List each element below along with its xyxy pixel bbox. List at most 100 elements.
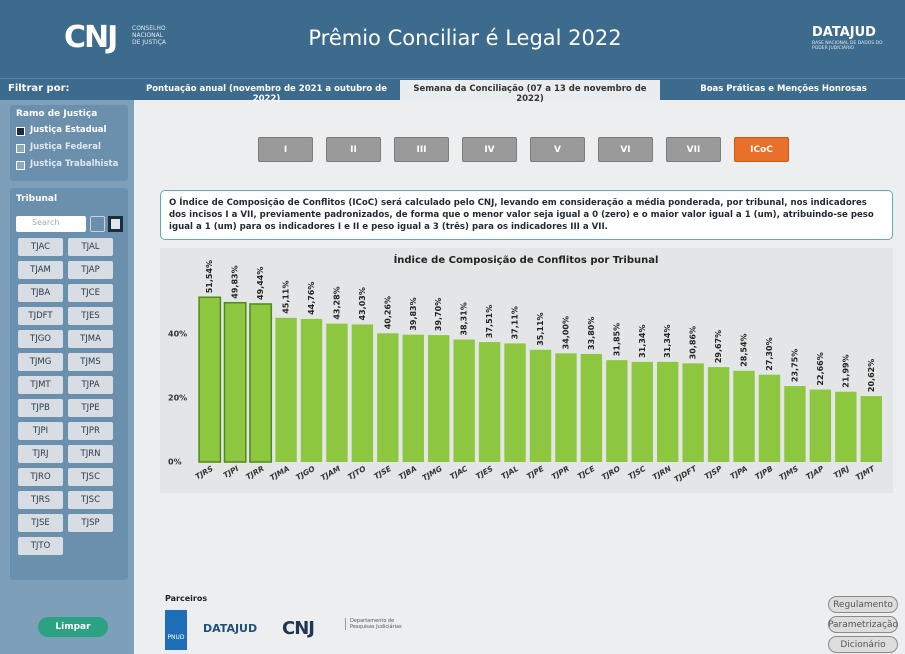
bar [300,318,323,462]
tribunal-button[interactable]: TJAM [18,261,63,279]
checkbox[interactable] [16,127,25,136]
data-label: 31,34% [638,324,647,357]
header: CNJ CONSELHO NACIONAL DE JUSTIÇA Prêmio … [0,0,905,78]
bar [580,353,603,462]
tribunal-button[interactable]: TJMS [68,353,113,371]
filter-title: Filtrar por: [8,83,70,94]
tribunal-button[interactable]: TJES [68,307,113,325]
y-tick-label: 0% [168,458,182,467]
partner-logo: Departamento de Pesquisas Judiciárias [345,618,405,630]
clear-search-icon[interactable] [90,216,105,232]
bar [351,324,374,462]
select-all-icon[interactable] [108,216,123,232]
bar [326,323,348,462]
search-box[interactable]: Search [16,216,86,232]
option-label[interactable]: Justiça Trabalhista [30,159,119,169]
chart-title: Índice de Composição de Conflitos por Tr… [394,253,659,266]
indicator-button[interactable]: VII [666,137,721,162]
tribunal-button[interactable]: TJRO [18,468,63,486]
partner-logo: PNUD [165,610,187,650]
clear-button[interactable]: Limpar [38,617,108,637]
indicator-button[interactable]: V [530,137,585,162]
data-label: 39,83% [409,297,418,330]
data-label: 37,11% [511,306,520,339]
data-label: 45,11% [282,280,291,313]
bar [428,335,450,462]
tribunal-button[interactable]: TJBA [18,284,63,302]
tribunal-button[interactable]: TJSP [68,514,113,532]
chart: Índice de Composição de Conflitos por Tr… [160,248,893,493]
tribunal-button[interactable]: TJPA [68,376,113,394]
data-label: 20,62% [867,359,876,392]
tribunal-button[interactable]: TJRS [18,491,63,509]
bar [606,360,628,462]
bar [402,334,424,462]
data-label: 29,67% [714,330,723,363]
org-line: DE JUSTIÇA [132,39,167,46]
data-label: 44,76% [307,282,316,315]
indicator-button[interactable]: II [326,137,381,162]
data-label: 51,54% [205,260,214,293]
tribunal-button[interactable]: TJAC [18,238,63,256]
tab[interactable]: Pontuação anual (novembro de 2021 a outu… [145,84,388,104]
tribunal-button[interactable]: TJSC [68,468,113,486]
tribunal-button[interactable]: TJSC [68,491,113,509]
data-label: 39,70% [434,298,443,331]
bar [223,301,247,463]
data-label: 27,30% [765,337,774,370]
footer-button[interactable]: Parametrização [828,616,898,633]
tab[interactable]: Boas Práticas e Menções Honrosas [700,84,867,94]
bar [631,361,653,462]
checkbox[interactable] [16,144,25,153]
indicator-button[interactable]: III [394,137,449,162]
option-label[interactable]: Justiça Estadual [30,125,107,135]
bar [784,386,806,462]
partners-title: Parceiros [165,594,208,603]
tribunal-button[interactable]: TJRN [68,445,113,463]
y-tick-label: 20% [168,394,187,403]
partner-logo: DATAJUD [203,622,258,635]
tribunal-button[interactable]: TJPE [68,399,113,417]
tribunal-button[interactable]: TJDFT [18,307,63,325]
checkbox[interactable] [16,161,25,170]
bar [835,391,857,462]
sidebar: Ramo de Justiça Justiça Estadual Justiça … [0,100,134,654]
data-label: 38,31% [460,302,469,335]
tribunal-button[interactable]: TJPR [68,422,113,440]
tribunal-button[interactable]: TJPB [18,399,63,417]
tribunal-button[interactable]: TJMG [18,353,63,371]
tribunal-button[interactable]: TJMT [18,376,63,394]
bar [682,363,704,462]
tribunal-button[interactable]: TJTO [18,537,63,555]
bar [377,333,399,462]
branch-title: Ramo de Justiça [16,109,98,119]
footer-button[interactable]: Dicionário [828,636,898,653]
indicator-button[interactable]: VI [598,137,653,162]
tribunal-button[interactable]: TJRJ [18,445,63,463]
tribunal-button[interactable]: TJCE [68,284,113,302]
bar [198,296,222,463]
footer-button[interactable]: Regulamento [828,596,898,613]
brand-subtitle: BASE NACIONAL DE DADOS DO PODER JUDICIÁR… [812,41,883,51]
indicator-button[interactable]: I [258,137,313,162]
tribunal-button[interactable]: TJPI [18,422,63,440]
indicator-button[interactable]: IV [462,137,517,162]
data-label: 34,00% [561,316,570,349]
tribunal-button[interactable]: TJAL [68,238,113,256]
tribunal-button[interactable]: TJMA [68,330,113,348]
bar [529,349,552,462]
tribunal-button[interactable]: TJAP [68,261,113,279]
data-label: 43,03% [358,287,367,320]
data-label: 49,44% [256,267,265,300]
data-label: 43,28% [332,286,341,319]
data-label: 30,86% [689,326,698,359]
indicator-button[interactable]: ICoC [734,137,789,162]
tribunal-button[interactable]: TJSE [18,514,63,532]
tribunal-button[interactable]: TJGO [18,330,63,348]
org-line: CONSELHO [132,25,166,32]
data-label: 49,83% [231,265,240,298]
tab[interactable]: Semana da Conciliação (07 a 13 de novemb… [400,80,660,104]
option-label[interactable]: Justiça Federal [30,142,101,152]
